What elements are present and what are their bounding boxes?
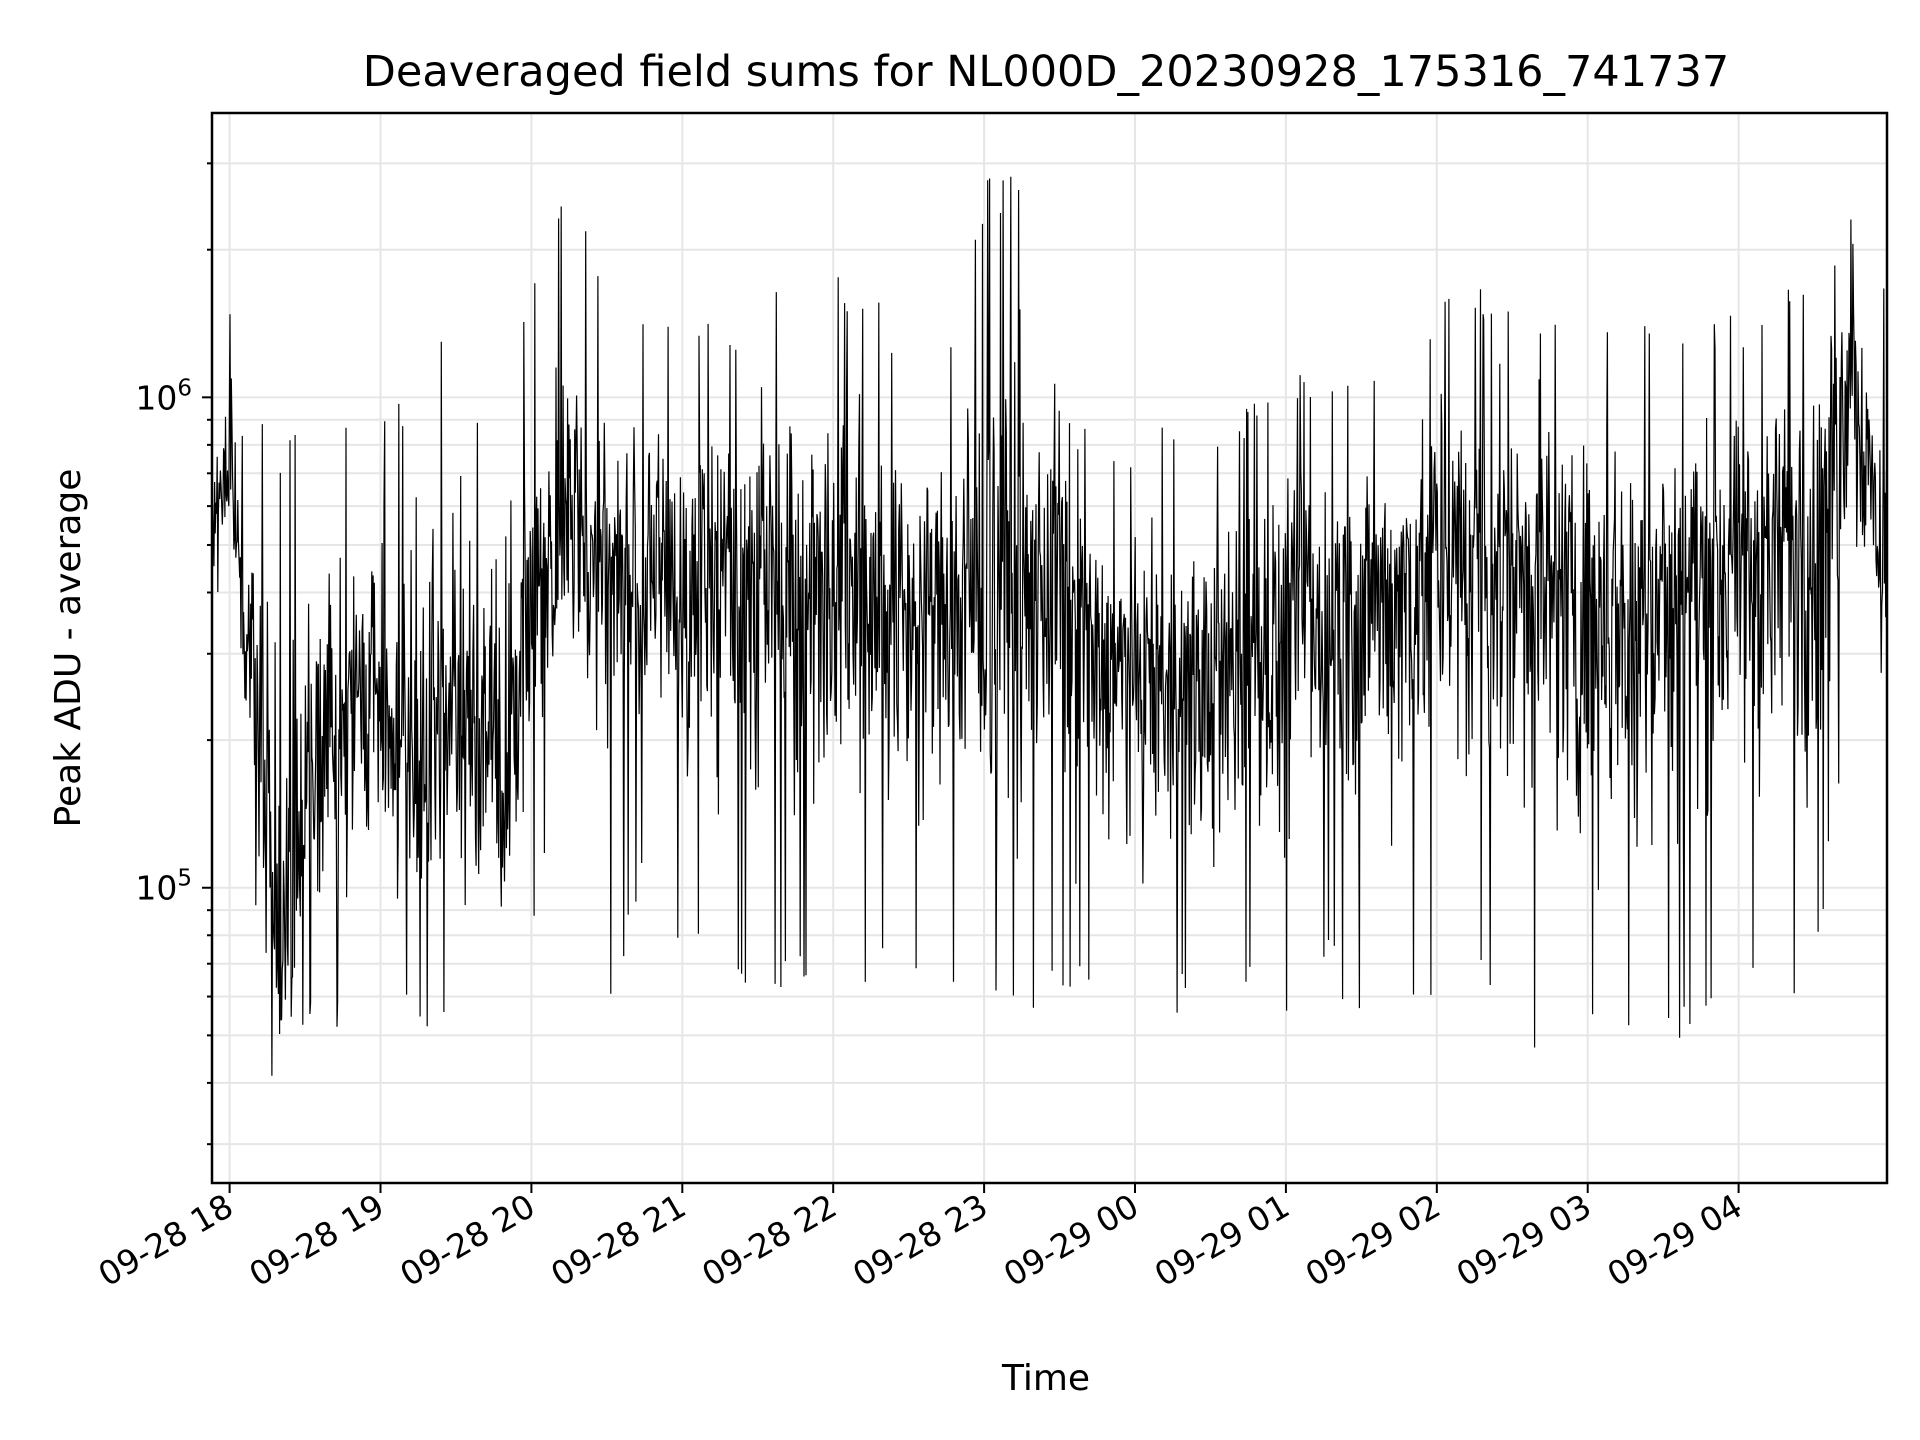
y-tick-label: 105 (135, 866, 192, 908)
x-axis-label: Time (1001, 1358, 1090, 1399)
chart-title: Deaveraged field sums for NL000D_2023092… (363, 47, 1729, 97)
plot-frame (210, 111, 1889, 1185)
data-series (211, 176, 1888, 1076)
series-line (211, 176, 1888, 1076)
y-tick-label: 106 (135, 375, 192, 417)
y-axis-label: Peak ADU - average (48, 469, 89, 828)
